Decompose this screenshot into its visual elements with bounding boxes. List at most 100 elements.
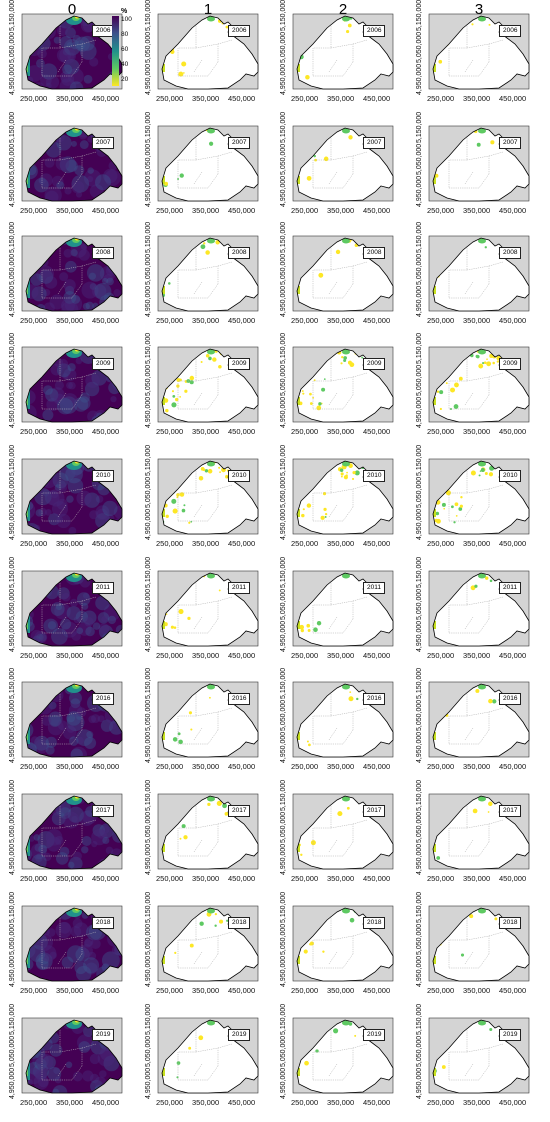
zone-boundary — [81, 39, 97, 45]
y-tick-label: 5,050,000 — [416, 31, 423, 63]
zone-boundary — [313, 283, 354, 299]
x-tick-label: 250,000 — [427, 316, 455, 325]
map-panel: 4,950,000 5,050,000 5,150,000 250,000 350,00… — [415, 333, 545, 451]
x-tick-label: 350,000 — [56, 316, 84, 325]
x-tick-label: 250,000 — [20, 206, 48, 215]
x-tick-label: 450,000 — [92, 874, 120, 883]
zone-boundary — [57, 281, 67, 295]
y-tick-label: 4,950,000 — [280, 175, 287, 207]
zone-boundary — [464, 171, 474, 185]
x-tick-label: 450,000 — [363, 762, 391, 771]
zone-boundary — [352, 1043, 368, 1049]
zone-boundary — [312, 469, 332, 521]
zone-boundary — [464, 839, 474, 853]
map-panel: 4,950,000 5,050,000 5,150,000 250,000 350,00… — [415, 668, 545, 786]
zone-boundary — [217, 1043, 233, 1049]
zone-boundary — [449, 61, 490, 77]
zone-boundary — [328, 727, 338, 741]
x-tick-label: 350,000 — [192, 206, 220, 215]
study-region — [26, 461, 122, 534]
zone-boundary — [464, 59, 474, 73]
zone-boundary — [217, 261, 233, 267]
map-panel: 4,950,000 5,050,000 5,150,000 250,000 350,00… — [279, 1004, 409, 1122]
y-tick-label: 4,950,000 — [145, 175, 152, 207]
year-label: 2007 — [92, 137, 115, 149]
map-panel: 4,950,000 5,050,000 5,150,000 250,000 350,00… — [279, 780, 409, 898]
zone-boundary — [312, 916, 332, 968]
zone-boundary — [177, 1028, 197, 1080]
x-tick-label: 250,000 — [20, 651, 48, 660]
study-region — [26, 573, 122, 646]
year-label: 2010 — [363, 470, 386, 482]
x-tick-label: 350,000 — [56, 762, 84, 771]
y-tick-label: 5,050,000 — [416, 476, 423, 508]
zone-boundary — [178, 173, 219, 189]
probability-surface — [297, 573, 350, 633]
y-tick-label: 5,050,000 — [9, 31, 16, 63]
zone-boundary — [449, 283, 490, 299]
coastline — [161, 795, 259, 870]
x-tick-label: 350,000 — [327, 651, 355, 660]
study-region — [297, 128, 393, 201]
zone-boundary — [449, 841, 490, 857]
study-region — [297, 573, 393, 646]
zone-boundary — [177, 357, 197, 409]
study-region — [162, 908, 258, 981]
x-tick-label: 250,000 — [156, 762, 184, 771]
study-region — [162, 238, 258, 311]
y-tick-label: 4,950,000 — [416, 731, 423, 763]
study-region — [162, 796, 258, 869]
year-label: 2017 — [499, 805, 522, 817]
x-tick-label: 450,000 — [228, 874, 256, 883]
zone-boundary — [217, 596, 233, 602]
map-panel: 4,950,000 5,050,000 5,150,000 250,000 350,00… — [415, 445, 545, 563]
zone-boundary — [177, 916, 197, 968]
year-label: 2011 — [499, 582, 521, 594]
x-tick-label: 350,000 — [192, 1098, 220, 1107]
year-label: 2009 — [363, 358, 386, 370]
year-label: 2007 — [228, 137, 251, 149]
column-header: 0 — [67, 1, 77, 18]
study-region — [162, 684, 258, 757]
year-label: 2010 — [228, 470, 251, 482]
zone-boundary — [57, 951, 67, 965]
x-tick-label: 450,000 — [228, 986, 256, 995]
y-tick-label: 5,050,000 — [145, 364, 152, 396]
y-tick-label: 5,050,000 — [145, 31, 152, 63]
study-region — [26, 1020, 122, 1093]
zone-boundary — [193, 171, 203, 185]
x-tick-label: 450,000 — [363, 1098, 391, 1107]
y-tick-label: 5,150,000 — [416, 221, 423, 253]
x-tick-label: 450,000 — [499, 651, 527, 660]
zone-boundary — [178, 394, 219, 410]
study-region — [297, 16, 393, 89]
study-region — [297, 238, 393, 311]
y-tick-label: 5,050,000 — [280, 588, 287, 620]
y-tick-label: 5,150,000 — [145, 444, 152, 476]
x-tick-label: 350,000 — [463, 1098, 491, 1107]
x-tick-label: 450,000 — [92, 539, 120, 548]
x-tick-label: 350,000 — [192, 874, 220, 883]
zone-boundary — [81, 372, 97, 378]
y-tick-label: 5,150,000 — [280, 779, 287, 811]
coastline — [296, 683, 394, 758]
map-panel: 4,950,000 5,050,000 5,150,000 250,000 350,00… — [8, 333, 138, 451]
study-region — [162, 16, 258, 89]
coastline — [25, 572, 123, 647]
x-tick-label: 250,000 — [291, 651, 319, 660]
study-region — [26, 684, 122, 757]
x-tick-label: 250,000 — [291, 206, 319, 215]
map-panel: 4,950,000 5,050,000 5,150,000 250,000 350,00… — [415, 557, 545, 675]
year-label: 2016 — [363, 693, 386, 705]
coastline — [296, 795, 394, 870]
x-tick-label: 350,000 — [463, 762, 491, 771]
map-panel: 4,950,000 5,050,000 5,150,000 250,000 350,00… — [415, 1004, 545, 1122]
zone-boundary — [449, 506, 490, 522]
year-label: 2010 — [92, 470, 115, 482]
y-tick-label: 5,150,000 — [145, 1003, 152, 1035]
x-tick-label: 250,000 — [427, 1098, 455, 1107]
coastline — [432, 15, 530, 90]
x-tick-label: 350,000 — [463, 206, 491, 215]
year-label: 2017 — [363, 805, 386, 817]
year-label: 2006 — [228, 25, 251, 37]
